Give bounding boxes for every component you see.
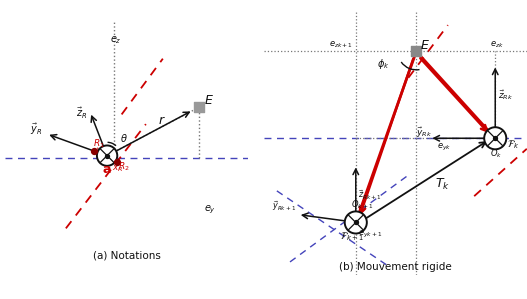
Text: $\vec{z}_{Rk}$: $\vec{z}_{Rk}$ (499, 89, 513, 102)
Text: $\mathcal{F}_k$: $\mathcal{F}_k$ (507, 138, 520, 151)
Point (195, 105, 203, 109)
Text: $O_{k+1}$: $O_{k+1}$ (350, 199, 373, 211)
Point (103, 153, 111, 158)
Text: $R_1$: $R_1$ (93, 138, 104, 150)
Point (491, 136, 500, 141)
Point (412, 49, 421, 54)
Text: $\theta$: $\theta$ (120, 132, 128, 144)
Text: $\mathcal{F}_{k+1}$: $\mathcal{F}_{k+1}$ (340, 231, 364, 243)
Text: $E$: $E$ (420, 39, 430, 52)
Point (352, 220, 360, 225)
Text: $\vec{y}_{Rk}$: $\vec{y}_{Rk}$ (416, 126, 432, 140)
Text: $\vec{z}_R$: $\vec{z}_R$ (75, 106, 87, 121)
Text: $r$: $r$ (158, 114, 166, 127)
Text: $\phi_k$: $\phi_k$ (377, 57, 389, 71)
Circle shape (97, 145, 118, 166)
Text: $e_y$: $e_y$ (204, 204, 216, 216)
Text: $e_{yk+1}$: $e_{yk+1}$ (358, 229, 383, 240)
Text: $e_{zk}$: $e_{zk}$ (490, 39, 504, 50)
Text: $e_{yk}$: $e_{yk}$ (437, 142, 452, 153)
Point (90, 149, 99, 154)
Text: $\vec{z}_{Rk+1}$: $\vec{z}_{Rk+1}$ (358, 189, 382, 202)
Text: $O_k$: $O_k$ (490, 148, 502, 160)
Text: (a) Notations: (a) Notations (93, 250, 160, 260)
Text: $\vec{y}_{Rk+1}$: $\vec{y}_{Rk+1}$ (271, 199, 296, 213)
Text: $\vec{y}_R$: $\vec{y}_R$ (30, 121, 42, 137)
Text: $R_2$: $R_2$ (118, 161, 130, 173)
Text: $E$: $E$ (204, 94, 214, 106)
Circle shape (484, 127, 506, 149)
Circle shape (345, 211, 367, 234)
Point (113, 160, 121, 165)
Text: $e_z$: $e_z$ (110, 34, 121, 45)
Text: $\mathbf{a}$: $\mathbf{a}$ (102, 163, 111, 176)
Text: $x_R$: $x_R$ (112, 164, 124, 174)
Text: $e_{zk+1}$: $e_{zk+1}$ (329, 39, 353, 50)
Text: (b) Mouvement rigide: (b) Mouvement rigide (339, 262, 452, 272)
Text: $T_k$: $T_k$ (435, 177, 450, 192)
